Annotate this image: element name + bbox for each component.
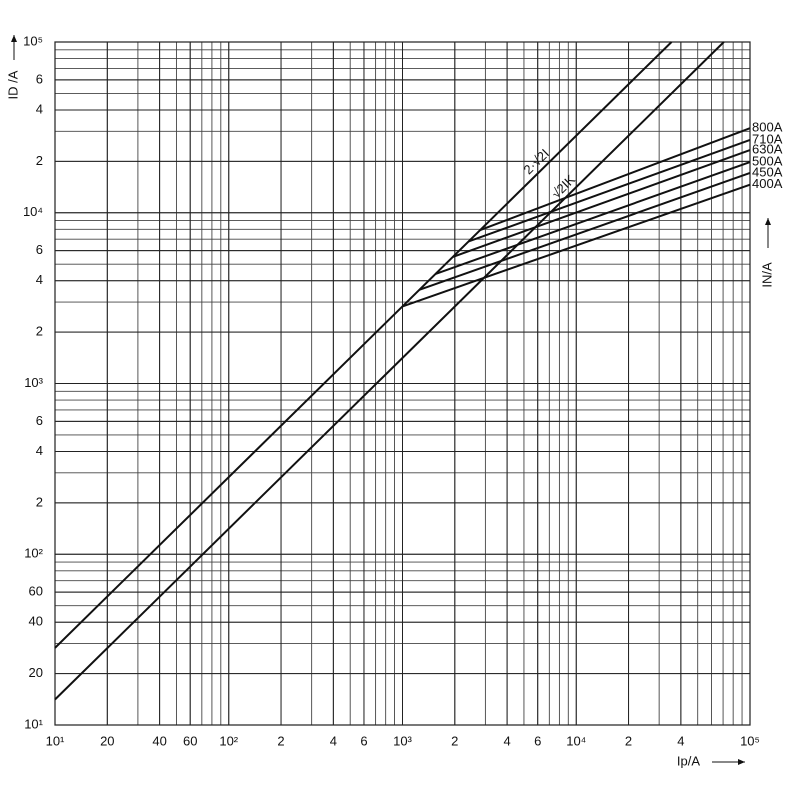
y-tick-label: 10⁵ <box>23 33 43 48</box>
x-axis-label: Ip/A <box>677 753 700 768</box>
x-tick-label: 40 <box>152 733 166 748</box>
x-tick-label: 4 <box>330 733 337 748</box>
series-label: 500A <box>752 154 783 169</box>
series-label: 710A <box>752 131 783 146</box>
y-tick-label: 10³ <box>24 375 43 390</box>
x-tick-label: 60 <box>183 733 197 748</box>
x-tick-label: 2 <box>451 733 458 748</box>
right-axis-label: IN/A <box>759 262 774 288</box>
x-tick-label: 6 <box>360 733 367 748</box>
y-tick-label: 10⁴ <box>23 204 43 219</box>
y-tick-label: 6 <box>36 413 43 428</box>
x-tick-label: 6 <box>534 733 541 748</box>
x-tick-label: 10⁴ <box>566 733 586 748</box>
x-tick-label: 10⁵ <box>740 733 760 748</box>
series-line <box>452 149 751 258</box>
y-tick-label: 2 <box>36 153 43 168</box>
series-line <box>54 41 725 701</box>
x-tick-label: 10¹ <box>46 733 65 748</box>
y-tick-label: 20 <box>29 665 43 680</box>
y-tick-label: 6 <box>36 242 43 257</box>
x-tick-label: 10³ <box>393 733 412 748</box>
y-tick-label: 4 <box>36 101 43 116</box>
y-tick-label: 2 <box>36 324 43 339</box>
y-tick-label: 10² <box>24 546 43 561</box>
x-tick-label: 2 <box>625 733 632 748</box>
series-label: 630A <box>752 141 783 156</box>
y-tick-label: 6 <box>36 71 43 86</box>
series-line <box>435 161 751 275</box>
x-arrow-head <box>738 759 745 765</box>
x-tick-label: 2 <box>277 733 284 748</box>
series-label: √2IK <box>548 172 578 202</box>
right-arrow-head <box>765 218 771 225</box>
series-line <box>479 127 751 231</box>
series-line <box>54 41 673 649</box>
y-tick-label: 2 <box>36 494 43 509</box>
series-label: 450A <box>752 164 783 179</box>
y-tick-label: 4 <box>36 443 43 458</box>
x-tick-label: 10² <box>219 733 238 748</box>
y-axis-label: ID /A <box>5 70 20 99</box>
series-line <box>402 183 751 308</box>
x-tick-label: 4 <box>677 733 684 748</box>
y-tick-label: 10¹ <box>24 716 43 731</box>
y-arrow-head <box>11 35 17 42</box>
series-line <box>419 172 751 291</box>
y-tick-label: 40 <box>29 614 43 629</box>
series-label: 800A <box>752 120 783 135</box>
series-label: 400A <box>752 176 783 191</box>
x-tick-label: 4 <box>503 733 510 748</box>
y-tick-label: 4 <box>36 272 43 287</box>
y-tick-label: 60 <box>29 584 43 599</box>
series-line <box>468 138 751 243</box>
x-tick-label: 20 <box>100 733 114 748</box>
